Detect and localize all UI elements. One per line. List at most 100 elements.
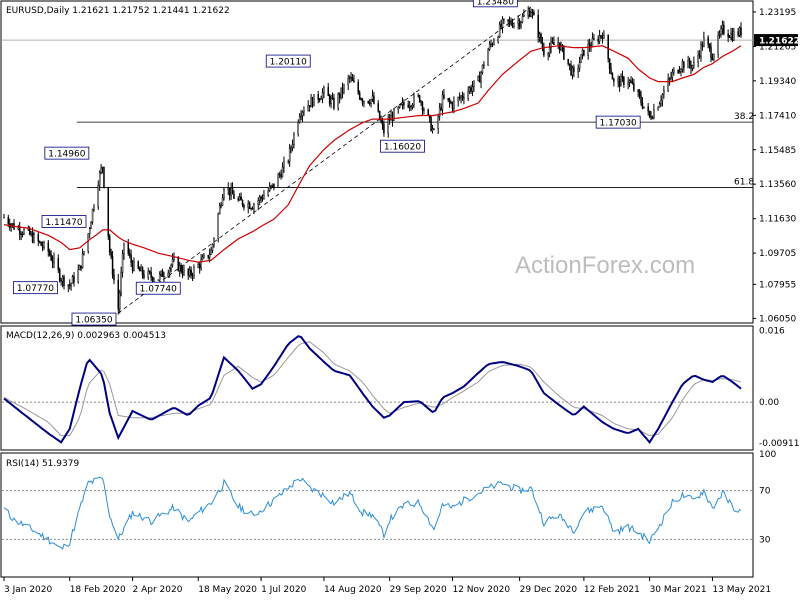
y-tick-label: 1.17410 — [759, 111, 796, 121]
candle-body — [363, 100, 365, 104]
candle-body — [710, 47, 712, 58]
candle-body — [658, 103, 661, 108]
candle-body — [498, 24, 501, 38]
pivot-label-1.14960: 1.14960 — [48, 150, 85, 160]
candle-body — [300, 115, 302, 117]
candle-body — [641, 102, 644, 109]
candle-body — [250, 208, 252, 210]
candle-body — [447, 98, 449, 101]
candle-body — [611, 73, 614, 80]
macd-tick-label: 0.00 — [759, 398, 779, 408]
candle-body — [143, 274, 145, 278]
x-tick-label: 18 May 2020 — [198, 585, 257, 595]
candle-body — [717, 34, 719, 55]
candle-body — [553, 42, 555, 46]
y-tick-label: 1.23195 — [759, 8, 796, 18]
candle-body — [451, 103, 454, 109]
candle-body — [497, 36, 499, 43]
candle-body — [410, 105, 412, 108]
candle-body — [141, 267, 144, 275]
candle-body — [38, 241, 41, 243]
pivot-label-1.07740: 1.07740 — [140, 285, 177, 295]
candle-body — [177, 257, 180, 272]
candle-body — [108, 236, 111, 253]
candle-body — [287, 161, 289, 163]
candle-body — [101, 166, 104, 169]
candle-body — [303, 110, 305, 113]
candle-body — [120, 272, 122, 294]
candle-body — [137, 261, 140, 269]
candle-body — [697, 54, 699, 63]
candle-body — [387, 119, 389, 134]
macd-signal-line — [3, 341, 742, 437]
macd-tick-label: -0.009116 — [759, 439, 800, 449]
candle-body — [463, 97, 465, 99]
candle-body — [648, 110, 651, 117]
candle-body — [248, 203, 251, 209]
candle-body — [481, 64, 484, 73]
candle-body — [157, 279, 160, 281]
candle-body — [450, 102, 452, 104]
candle-body — [158, 273, 161, 281]
candle-body — [403, 102, 405, 106]
candle-body — [520, 21, 522, 27]
rsi-tick-label: 30 — [759, 535, 771, 545]
candle-body — [600, 35, 602, 37]
candle-body — [470, 87, 472, 92]
candle-body — [411, 104, 414, 108]
candle-body — [350, 77, 352, 79]
trendline — [118, 6, 532, 314]
candle-body — [153, 279, 155, 282]
candle-body — [291, 144, 294, 148]
candle-body — [60, 280, 62, 282]
candle-body — [401, 102, 404, 105]
macd-tick-label: 0.016 — [759, 327, 785, 337]
candle-body — [688, 59, 691, 66]
candle-body — [178, 265, 181, 272]
candle-body — [47, 242, 50, 252]
candle-body — [333, 97, 335, 109]
candle-body — [373, 95, 375, 104]
candle-body — [61, 276, 64, 282]
candle-body — [563, 46, 565, 60]
pivot-box-1.20110 — [265, 54, 311, 68]
candle-body — [718, 33, 721, 36]
y-tick-label: 1.21265 — [759, 42, 796, 52]
candle-body — [3, 217, 5, 219]
candle-body — [228, 187, 231, 196]
candle-body — [260, 196, 262, 199]
candle-body — [217, 213, 219, 239]
pivot-label-1.20110: 1.20110 — [270, 58, 307, 68]
candle-body — [251, 208, 254, 210]
candle-body — [443, 94, 445, 99]
candle-body — [557, 42, 559, 46]
candle-body — [173, 257, 175, 260]
candle-body — [103, 166, 105, 188]
candle-body — [578, 62, 581, 69]
candle-body — [180, 265, 182, 272]
candle-body — [571, 67, 574, 76]
candle-body — [458, 97, 461, 99]
candle-body — [353, 80, 355, 83]
candle-body — [327, 87, 329, 97]
candle-body — [83, 251, 85, 255]
candle-body — [583, 49, 585, 56]
candle-body — [517, 20, 519, 24]
candle-body — [107, 186, 110, 237]
y-tick-label: 1.07955 — [759, 280, 796, 290]
candle-body — [703, 37, 705, 47]
candle-body — [193, 267, 195, 277]
candle-body — [338, 94, 341, 98]
candle-body — [618, 78, 621, 87]
candle-body — [191, 274, 194, 277]
candle-body — [187, 268, 189, 276]
candle-body — [460, 95, 462, 99]
candle-body — [510, 20, 512, 25]
candle-body — [151, 277, 154, 282]
candle-body — [613, 79, 615, 82]
candle-body — [307, 105, 309, 112]
candle-body — [591, 38, 594, 48]
candle-body — [197, 264, 199, 268]
candle-body — [423, 109, 425, 111]
candle-body — [567, 58, 569, 64]
